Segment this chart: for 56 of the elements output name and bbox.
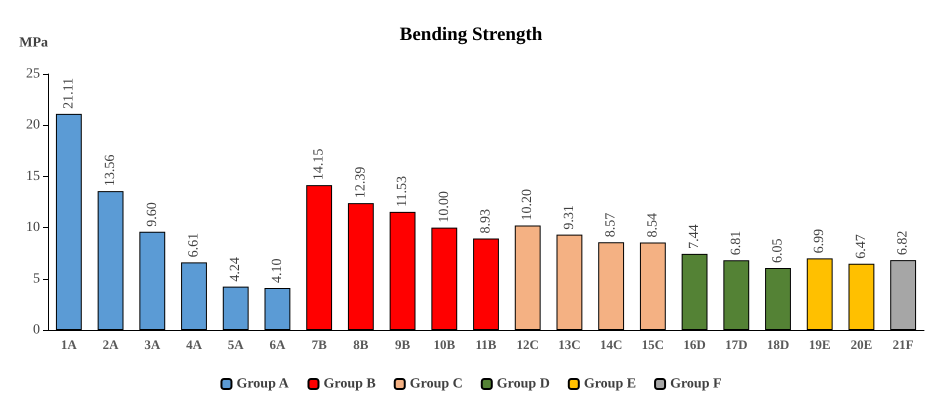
data-label: 12.39 bbox=[353, 166, 368, 198]
x-tick-label: 3A bbox=[144, 337, 161, 352]
data-label: 11.53 bbox=[395, 176, 410, 207]
data-label: 6.81 bbox=[728, 230, 744, 256]
x-tick-label: 1A bbox=[60, 337, 78, 352]
legend-label: Group A bbox=[236, 376, 290, 392]
data-label: 8.54 bbox=[645, 213, 660, 238]
x-tick-label: 20E bbox=[850, 337, 872, 352]
x-tick-label: 16D bbox=[683, 337, 706, 352]
data-label: 4.24 bbox=[228, 257, 244, 282]
data-label: 6.05 bbox=[770, 238, 786, 264]
x-tick-label: 6A bbox=[269, 337, 286, 352]
x-tick-label: 9B bbox=[394, 337, 410, 352]
x-tick-label: 14C bbox=[600, 337, 622, 352]
x-tick-label: 21F bbox=[892, 337, 914, 352]
data-label: 14.15 bbox=[312, 148, 327, 180]
legend-label: Group C bbox=[410, 376, 463, 392]
x-tick-label: 5A bbox=[228, 337, 244, 352]
x-tick-label: 4A bbox=[186, 337, 203, 352]
data-label: 6.99 bbox=[812, 228, 828, 254]
legend-label: Group E bbox=[584, 376, 636, 392]
x-tick-label: 11B bbox=[476, 337, 497, 352]
x-tick-label: 18D bbox=[766, 337, 790, 352]
y-tick-label: 20 bbox=[26, 118, 40, 133]
y-tick-label: 5 bbox=[33, 271, 40, 286]
y-tick-label: 25 bbox=[26, 66, 40, 82]
data-label: 6.47 bbox=[854, 234, 869, 259]
data-label: 4.10 bbox=[270, 258, 285, 284]
data-label: 21.11 bbox=[61, 78, 76, 109]
x-tick-label: 7B bbox=[312, 337, 328, 352]
x-tick-label: 17D bbox=[725, 337, 748, 352]
data-label: 10.20 bbox=[520, 189, 536, 221]
data-label: 8.93 bbox=[478, 209, 494, 234]
x-tick-label: 15C bbox=[642, 337, 664, 352]
y-tick-label: 10 bbox=[26, 220, 40, 236]
data-label: 8.57 bbox=[604, 212, 619, 238]
x-tick-label: 8B bbox=[353, 337, 369, 352]
x-tick-label: 13C bbox=[558, 337, 581, 352]
y-tick-label: 0 bbox=[33, 322, 40, 338]
y-tick-label: 15 bbox=[26, 168, 40, 184]
legend-label: Group D bbox=[496, 376, 550, 392]
data-label: 13.56 bbox=[103, 154, 118, 186]
data-label: 10.00 bbox=[436, 191, 452, 223]
data-label: 9.31 bbox=[562, 205, 577, 230]
data-label: 6.61 bbox=[186, 232, 202, 258]
chart-title: Bending Strength bbox=[400, 24, 543, 45]
x-tick-label: 19E bbox=[808, 337, 831, 352]
legend-label: Group F bbox=[670, 376, 722, 392]
x-tick-label: 10B bbox=[433, 337, 456, 352]
data-label: 7.44 bbox=[687, 224, 702, 249]
y-axis-title: MPa bbox=[19, 36, 48, 50]
data-label: 6.82 bbox=[896, 230, 911, 256]
x-tick-label: 2A bbox=[102, 337, 120, 352]
data-label: 9.60 bbox=[144, 202, 160, 227]
x-tick-label: 12C bbox=[516, 337, 539, 352]
legend-label: Group B bbox=[323, 376, 376, 392]
